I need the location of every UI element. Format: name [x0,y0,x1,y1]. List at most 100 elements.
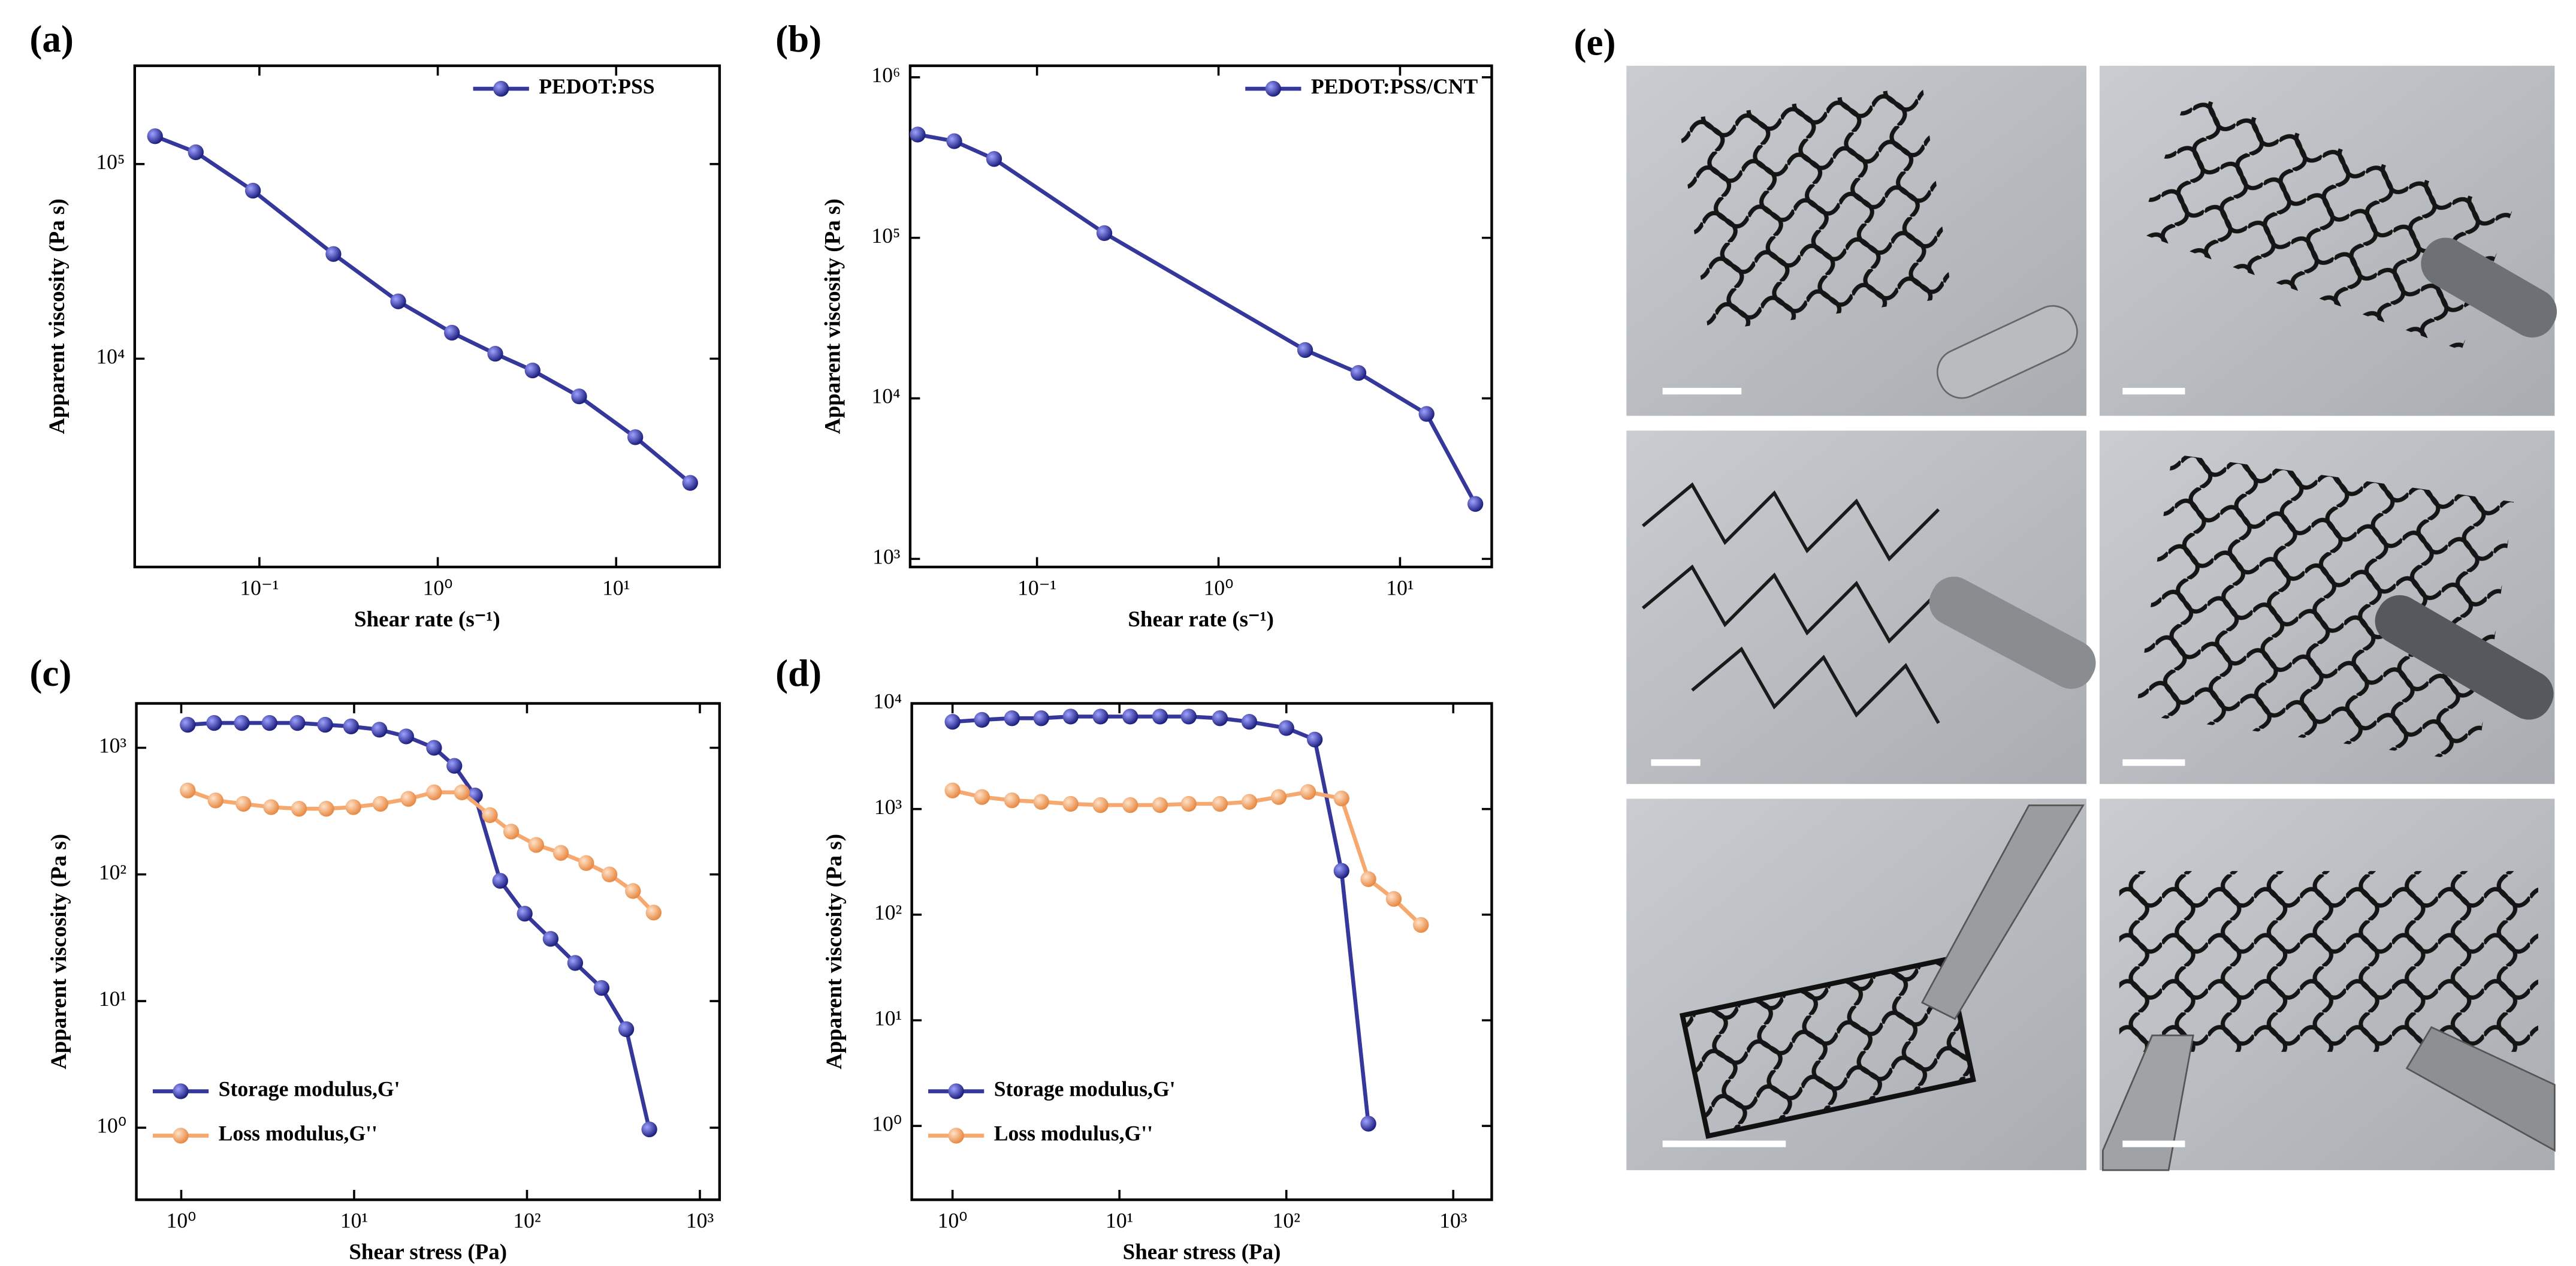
data-point [1360,1116,1376,1132]
panel-label: (c) [29,652,71,694]
data-point [552,845,569,861]
y-tick-label: 10⁵ [871,224,900,248]
data-point [1004,710,1020,727]
tweezer [2375,595,2554,720]
legend-marker [493,80,509,97]
data-point [1033,794,1049,810]
data-point [1297,342,1313,358]
series-line [952,715,1370,1124]
data-point [263,799,279,815]
tweezer [2421,237,2557,338]
legend-label: Loss modulus,G'' [994,1122,1153,1146]
chart: (b) 10⁻¹ 10⁰ 10¹ 10³ 10⁴ 10⁵ 10⁶ Shear rate (s⁻¹… [775,18,1493,632]
data-point [578,855,594,871]
scale-bar [1651,759,1701,766]
y-tick-label: 10³ [99,734,126,758]
tweezer [2102,1034,2194,1171]
panel-label: (d) [775,652,822,694]
x-tick-label: 10⁰ [1204,575,1234,599]
data-point [426,784,442,800]
data-point [234,715,250,731]
x-tick-label: 10¹ [602,575,630,599]
x-tick-label: 10⁻¹ [1017,575,1056,599]
data-point [1418,406,1435,422]
stent-pattern [1641,482,1940,724]
panel-label: (b) [775,18,822,60]
data-point [446,758,463,774]
data-point [1122,709,1138,725]
series-line [917,132,1478,505]
data-point [601,866,618,882]
x-tick-label: 10¹ [1106,1208,1133,1232]
chart: (d) 10⁰ 10¹ 10² 10³ 10⁰ 10¹ 10² 10³ 10⁴ Shear stre… [775,652,1493,1264]
data-point [625,883,641,899]
legend-marker [173,1128,189,1144]
data-point [1278,720,1294,736]
data-point [426,740,442,756]
y-axis-title: Apparent viscosity (Pa s) [47,834,71,1069]
panel-label: (e) [1574,21,1616,63]
data-point [627,429,644,445]
data-point [345,799,361,815]
data-point [1360,871,1376,887]
x-axis-title: Shear rate (s⁻¹) [354,607,500,632]
data-point [291,801,307,817]
legend-marker [948,1083,964,1099]
tweezer [2405,1026,2556,1152]
tweezer [1936,305,2078,399]
data-point [593,979,610,996]
data-point [524,362,540,379]
data-point [1413,917,1429,933]
data-point [542,931,559,947]
y-tick-label: 10¹ [874,1006,902,1030]
data-point [1180,795,1197,812]
data-point [443,324,460,341]
data-point [1300,784,1316,800]
legend-marker [948,1128,964,1144]
y-tick-label: 10⁰ [96,1114,126,1138]
y-tick-label: 10³ [872,545,900,569]
series-line [188,721,651,1130]
x-tick-label: 10² [1273,1208,1300,1232]
x-tick-label: 10⁰ [938,1208,968,1232]
data-point [974,789,990,805]
x-tick-label: 10⁰ [167,1208,197,1232]
photo-grid [1626,65,2557,1171]
data-point [944,782,961,798]
data-point [318,801,334,817]
x-axis-title: Shear stress (Pa) [349,1240,507,1264]
legend-label: PEDOT:PSS/CNT [1311,74,1478,98]
data-point [1152,709,1168,725]
data-point [528,837,544,853]
data-point [1212,710,1228,727]
data-point [1152,797,1168,813]
legend-label: Storage modulus,G' [219,1077,400,1101]
stent-pattern [2135,454,2514,762]
scale-bar [1662,388,1742,395]
data-point [1062,709,1079,725]
x-tick-label: 10⁻¹ [240,575,279,599]
plot-frame [908,64,1493,569]
y-tick-label: 10¹ [99,987,126,1011]
data-point [946,133,962,149]
chart: (a) 10⁻¹ 10⁰ 10¹ 10⁴ 10⁵ Shear rate (s⁻¹) Appar… [29,18,721,632]
data-point [261,715,277,731]
stent-pattern [1678,86,1953,332]
scale-bar [2122,1140,2185,1147]
y-axis-title: Apparent viscosity (Pa s) [820,198,845,434]
legend-label: Loss modulus,G'' [219,1122,378,1146]
data-point [1062,795,1079,812]
legend-marker [1265,80,1281,97]
data-point [1033,710,1049,727]
x-tick-label: 10¹ [1386,575,1414,599]
stent-pattern [2119,871,2538,1052]
data-point [567,955,584,971]
data-point [1180,709,1197,725]
panel-label: (a) [29,18,74,60]
data-point [641,1121,657,1138]
x-tick-label: 10² [513,1208,540,1232]
series-line [154,134,691,485]
data-point [317,716,333,733]
data-point [454,784,470,800]
